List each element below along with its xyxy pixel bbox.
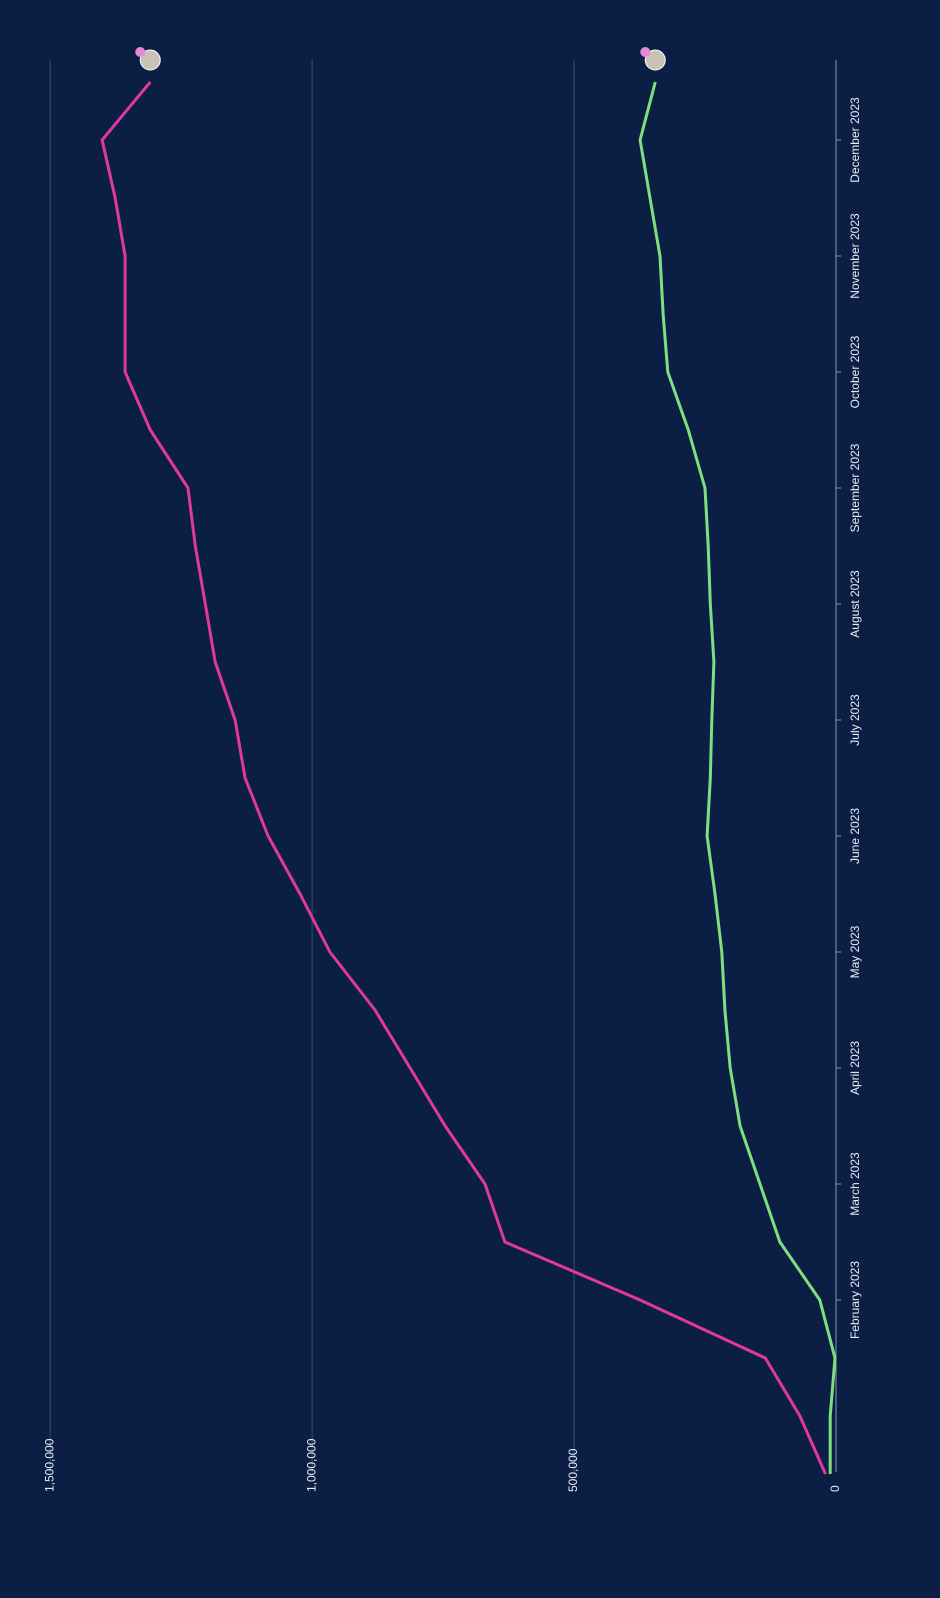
x-tick-label: April 2023: [848, 1041, 862, 1095]
x-tick-label: July 2023: [848, 694, 862, 746]
x-tick-label: May 2023: [848, 925, 862, 978]
line-series: [100, 81, 827, 1475]
x-tick-label: October 2023: [848, 335, 862, 408]
line-series: [638, 81, 837, 1474]
y-tick-label: 500,000: [566, 1448, 580, 1492]
x-tick-label: September 2023: [848, 443, 862, 532]
x-tick-label: February 2023: [848, 1261, 862, 1339]
y-tick-label: 1,000,000: [304, 1438, 318, 1492]
end-avatar: [644, 49, 666, 71]
x-tick-label: November 2023: [848, 213, 862, 299]
x-tick-label: June 2023: [848, 808, 862, 864]
x-tick-label: March 2023: [848, 1152, 862, 1216]
y-tick-label: 0: [828, 1485, 842, 1492]
y-tick-label: 1,500,000: [42, 1438, 56, 1492]
end-badge: [135, 47, 146, 57]
end-badge: [640, 47, 651, 57]
x-tick-label: August 2023: [848, 570, 862, 638]
end-avatar: [139, 49, 161, 71]
x-tick-label: December 2023: [848, 97, 862, 183]
